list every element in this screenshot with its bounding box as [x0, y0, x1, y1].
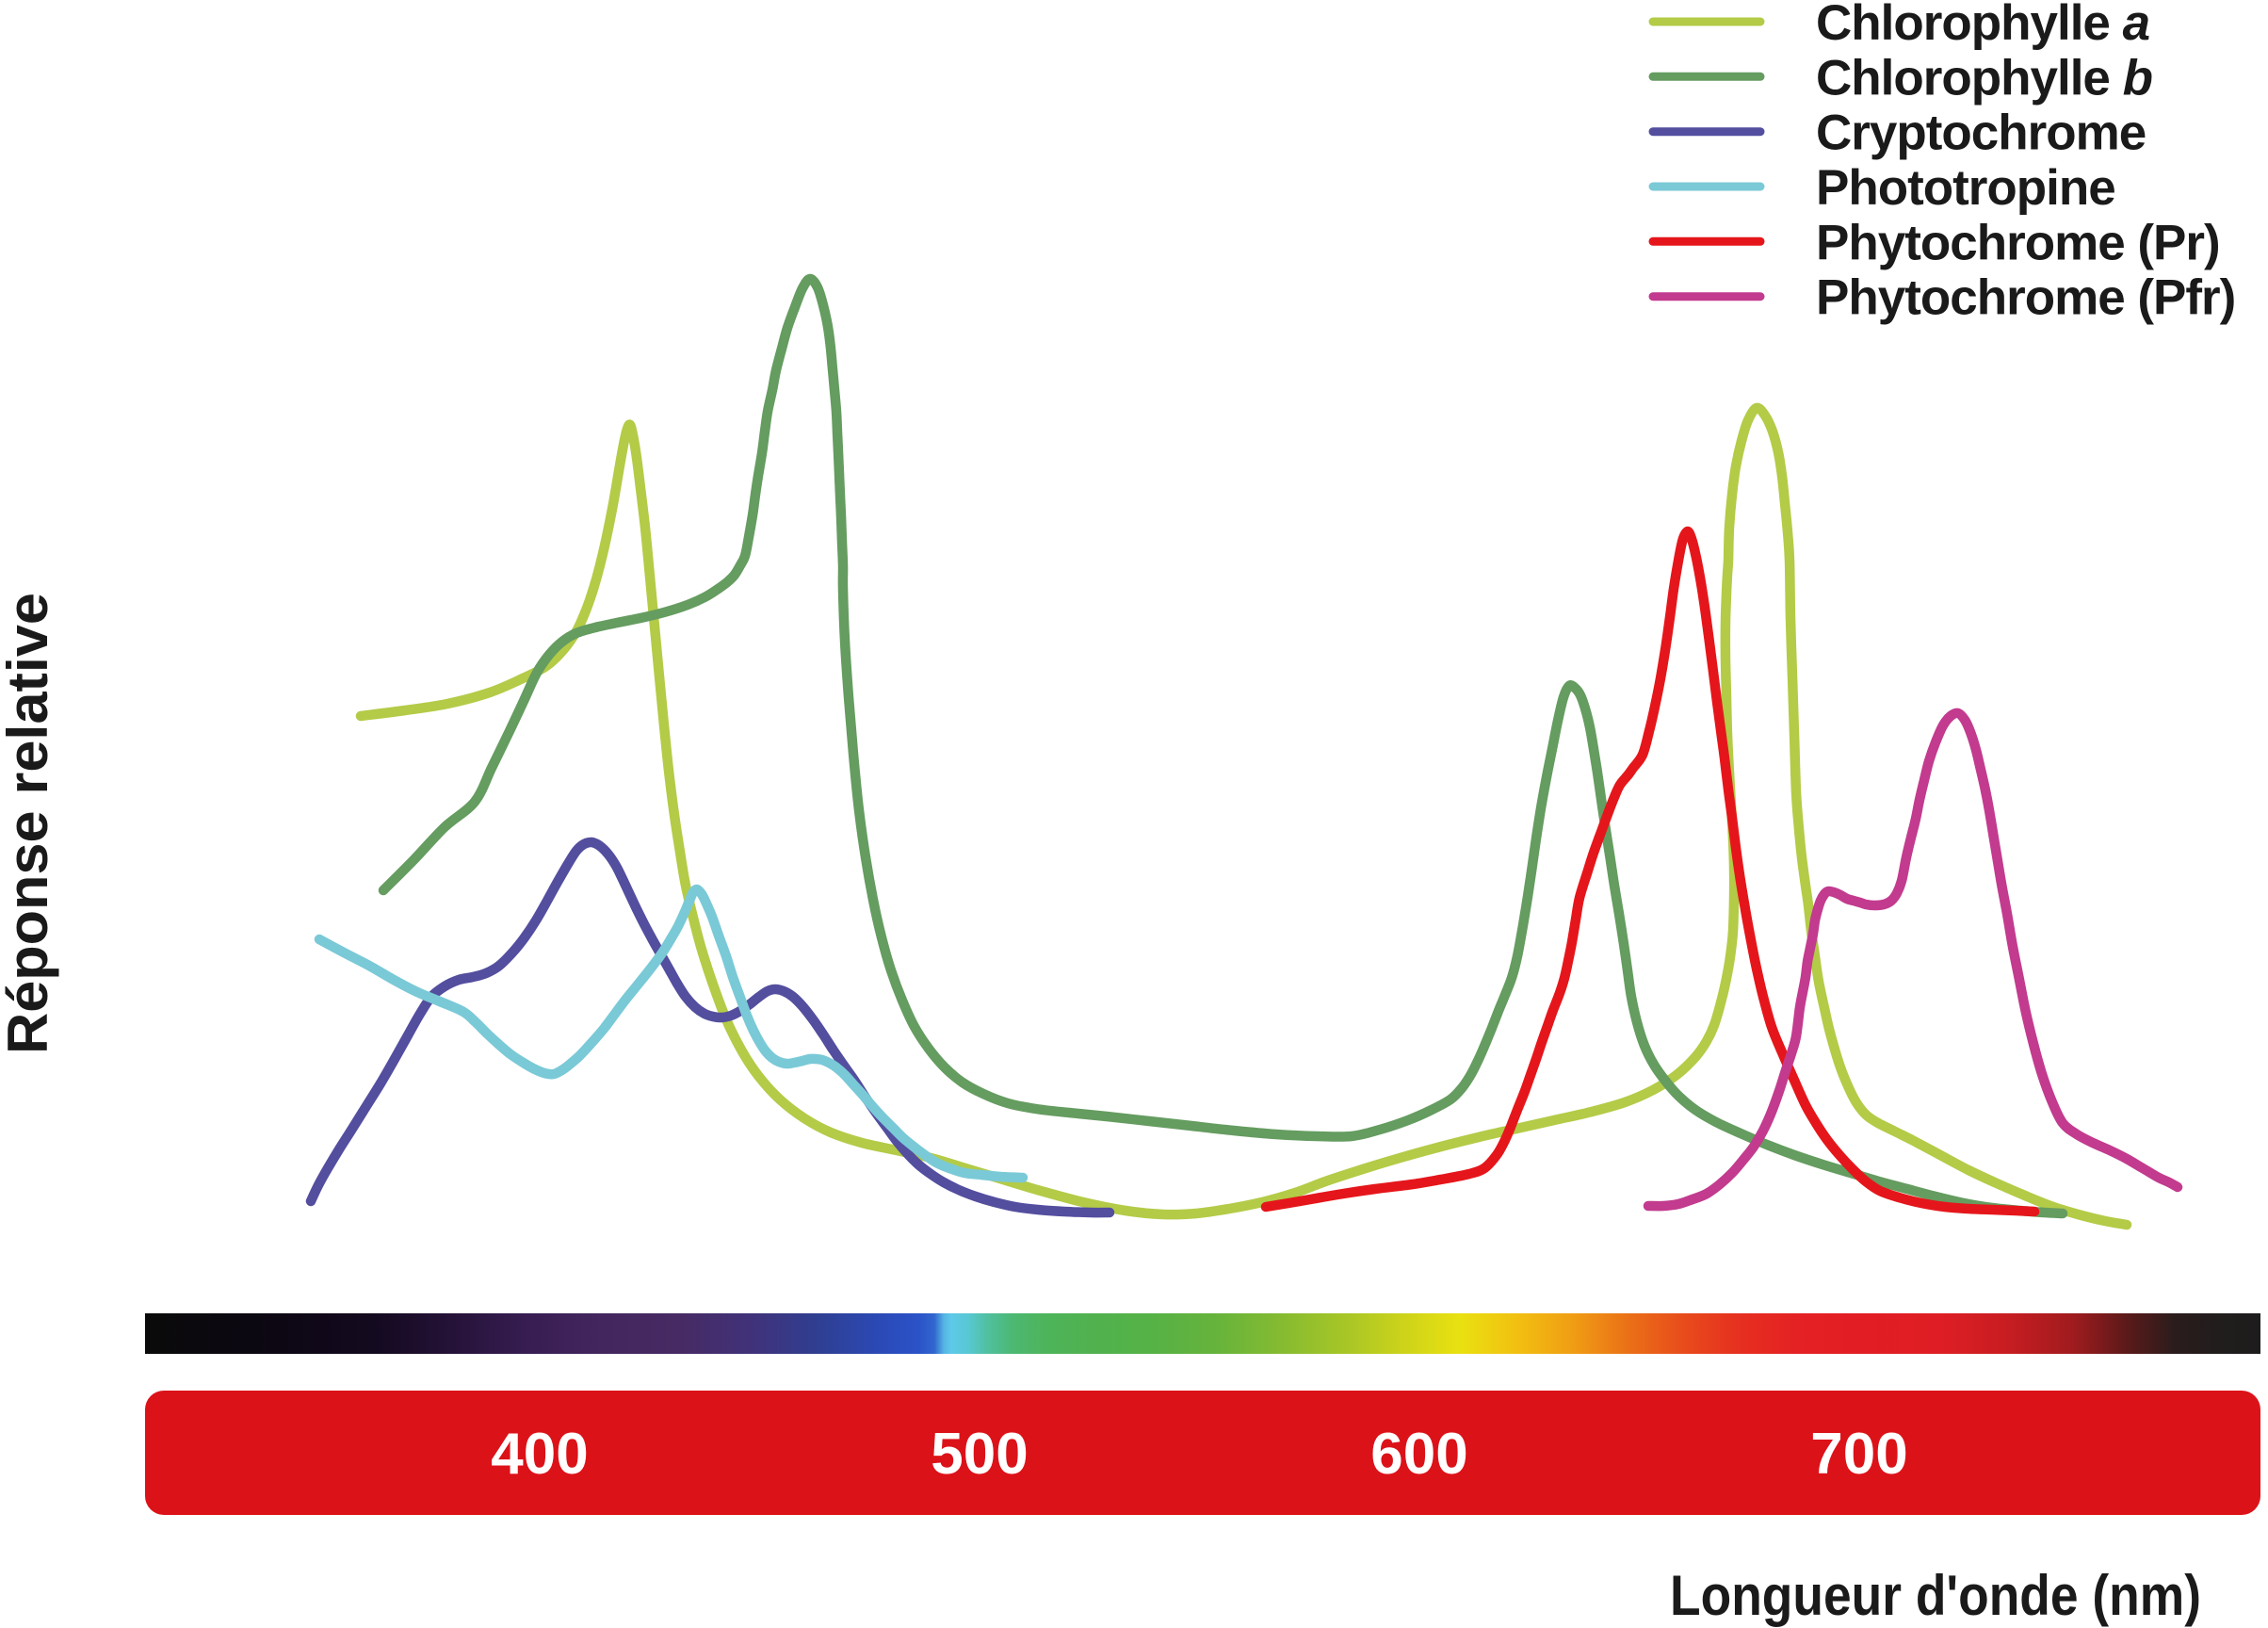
svg-text:Cryptochrome: Cryptochrome: [1816, 106, 2146, 161]
svg-text:Réponse relative: Réponse relative: [0, 593, 59, 1054]
svg-text:Phytochrome (Pr): Phytochrome (Pr): [1816, 215, 2220, 270]
svg-text:600: 600: [1370, 1422, 1467, 1487]
svg-text:Phototropine: Phototropine: [1816, 160, 2115, 216]
svg-text:Chlorophylle b: Chlorophylle b: [1816, 50, 2152, 106]
svg-text:Chlorophylle a: Chlorophylle a: [1816, 0, 2149, 51]
svg-text:500: 500: [931, 1422, 1028, 1487]
svg-text:Phytochrome (Pfr): Phytochrome (Pfr): [1816, 270, 2235, 326]
svg-text:Longueur d'onde (nm): Longueur d'onde (nm): [1670, 1564, 2201, 1627]
svg-text:400: 400: [491, 1422, 588, 1487]
svg-text:700: 700: [1810, 1422, 1907, 1487]
